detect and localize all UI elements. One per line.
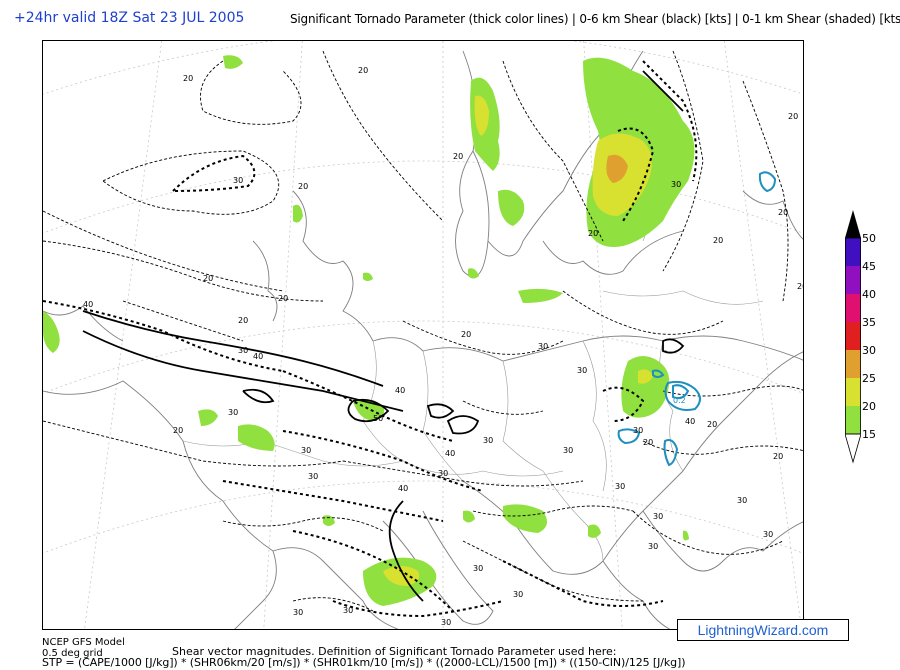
contour-label: 20	[461, 330, 471, 339]
contour-label: 30	[577, 366, 587, 375]
shear-06km-contours-solid	[82, 70, 685, 602]
contour-label: 30	[238, 346, 248, 355]
contour-label: 40	[253, 352, 263, 361]
contour-label: 40	[395, 386, 405, 395]
contour-label: 30	[737, 496, 747, 505]
contour-label: 50	[373, 414, 383, 423]
stp-formula: STP = (CAPE/1000 [J/kg]) * (SHR06km/20 […	[42, 656, 686, 669]
map-panel: 20 20 20 20 20 20 20 20 20 20 20 20 20 2…	[42, 40, 804, 630]
contour-label: 30	[483, 436, 493, 445]
colorbar-label: 25	[862, 372, 876, 385]
contour-label: 20	[797, 282, 804, 291]
contour-label: 30	[343, 606, 353, 615]
contour-label: 30	[615, 482, 625, 491]
shear-01km-shading-30	[606, 154, 628, 183]
model-grid: 0.5 deg grid	[42, 648, 103, 659]
colorbar-swatch	[845, 294, 861, 322]
colorbar-swatch	[845, 322, 861, 350]
contour-label: 30	[563, 446, 573, 455]
contour-label: 20	[773, 452, 783, 461]
colorbar-outline	[845, 237, 861, 435]
contour-label: 20	[788, 112, 798, 121]
stp-label: 0.2	[673, 396, 686, 405]
contour-label: 40	[83, 300, 93, 309]
contour-label: 30	[441, 618, 451, 627]
contour-label: 20	[183, 74, 193, 83]
contour-label: 20	[238, 316, 248, 325]
stp-contours	[617, 171, 777, 467]
weather-map: 20 20 20 20 20 20 20 20 20 20 20 20 20 2…	[43, 41, 804, 629]
contour-label: 20	[453, 152, 463, 161]
colorbar-label: 35	[862, 316, 876, 329]
contour-label: 30	[438, 469, 448, 478]
contour-label: 20	[358, 66, 368, 75]
contour-label: 30	[653, 512, 663, 521]
contour-label: 40	[685, 417, 695, 426]
graticule	[43, 41, 803, 629]
colorbar-swatch	[845, 350, 861, 378]
colorbar-swatch	[845, 378, 861, 406]
colorbar-label: 40	[862, 288, 876, 301]
contour-label: 30	[301, 446, 311, 455]
contour-label: 30	[648, 542, 658, 551]
colorbar-label: 45	[862, 260, 876, 273]
contour-label: 20	[203, 274, 213, 283]
contour-label: 20	[298, 182, 308, 191]
colorbar-swatch	[845, 406, 861, 434]
contour-label: 40	[445, 449, 455, 458]
contour-label: 40	[398, 484, 408, 493]
contour-label: 30	[538, 342, 548, 351]
contour-label: 20	[643, 438, 653, 447]
shear-06km-contours-dashed	[43, 50, 803, 612]
colorbar-swatch	[845, 238, 861, 266]
contour-label: 30	[671, 180, 681, 189]
colorbar-top-cap	[845, 210, 861, 238]
shear-06km-contours-thick	[43, 60, 698, 618]
contour-labels: 20 20 20 20 20 20 20 20 20 20 20 20 20 2…	[83, 66, 804, 627]
colorbar-label: 30	[862, 344, 876, 357]
contour-label: 30	[473, 564, 483, 573]
contour-label: 20	[173, 426, 183, 435]
contour-label: 30	[228, 408, 238, 417]
model-name: NCEP GFS Model	[42, 637, 125, 648]
contour-label: 20	[278, 294, 288, 303]
source-badge[interactable]: LightningWizard.com	[677, 619, 849, 641]
contour-label: 30	[233, 176, 243, 185]
colorbar-strip	[844, 210, 862, 464]
colorbar-bottom-cap-outline	[844, 433, 862, 464]
contour-label: 30	[513, 590, 523, 599]
contour-label: 20	[707, 420, 717, 429]
valid-time-title: +24hr valid 18Z Sat 23 JUL 2005	[14, 10, 245, 26]
stp-definition: Shear vector magnitudes. Definition of S…	[172, 645, 617, 658]
colorbar-label: 15	[862, 428, 876, 441]
contour-label: 20	[778, 208, 788, 217]
contour-label: 30	[308, 472, 318, 481]
colorbar: 50 45 40 35 30 25 20 15	[844, 210, 876, 468]
contour-label: 30	[633, 426, 643, 435]
map-description: Significant Tornado Parameter (thick col…	[290, 12, 900, 26]
contour-label: 30	[763, 530, 773, 539]
contour-label: 20	[588, 229, 598, 238]
colorbar-swatch	[845, 266, 861, 294]
colorbar-label: 20	[862, 400, 876, 413]
colorbar-label: 50	[862, 232, 876, 245]
contour-label: 30	[293, 608, 303, 617]
contour-label: 20	[713, 236, 723, 245]
model-info: NCEP GFS Model 0.5 deg grid	[42, 637, 125, 659]
